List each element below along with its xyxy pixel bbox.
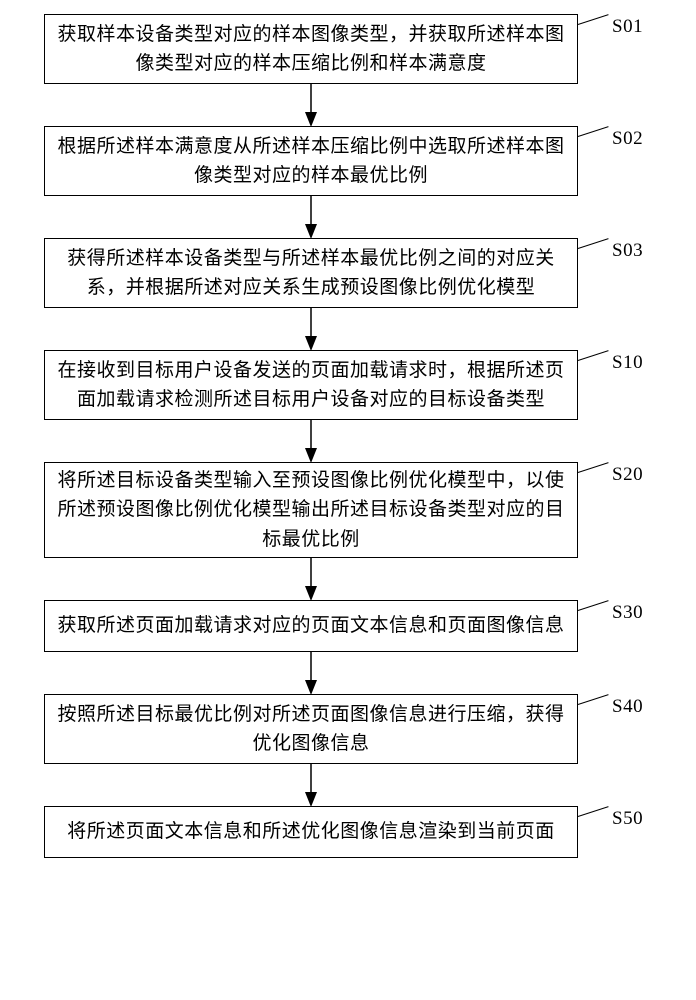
label-tick-icon (578, 350, 609, 361)
flow-node-text: 获得所述样本设备类型与所述样本最优比例之间的对应关系，并根据所述对应关系生成预设… (55, 244, 567, 303)
step-label-s01: S01 (612, 16, 643, 38)
label-tick-icon (578, 14, 609, 25)
step-label-s03: S03 (612, 240, 643, 262)
flow-node-s50: 将所述页面文本信息和所述优化图像信息渲染到当前页面 (44, 806, 578, 858)
label-tick-icon (578, 694, 609, 705)
flow-node-text: 根据所述样本满意度从所述样本压缩比例中选取所述样本图像类型对应的样本最优比例 (55, 132, 567, 191)
step-label-s40: S40 (612, 696, 643, 718)
label-tick-icon (578, 238, 609, 249)
step-label-s10: S10 (612, 352, 643, 374)
flow-node-s40: 按照所述目标最优比例对所述页面图像信息进行压缩，获得优化图像信息 (44, 694, 578, 764)
flow-node-text: 获取所述页面加载请求对应的页面文本信息和页面图像信息 (57, 611, 564, 640)
label-tick-icon (578, 806, 609, 817)
flow-node-text: 获取样本设备类型对应的样本图像类型，并获取所述样本图像类型对应的样本压缩比例和样… (55, 20, 567, 79)
label-tick-icon (578, 126, 609, 137)
flow-node-s20: 将所述目标设备类型输入至预设图像比例优化模型中，以使所述预设图像比例优化模型输出… (44, 462, 578, 558)
step-label-s20: S20 (612, 464, 643, 486)
flow-node-s03: 获得所述样本设备类型与所述样本最优比例之间的对应关系，并根据所述对应关系生成预设… (44, 238, 578, 308)
flow-node-s30: 获取所述页面加载请求对应的页面文本信息和页面图像信息 (44, 600, 578, 652)
flow-node-text: 按照所述目标最优比例对所述页面图像信息进行压缩，获得优化图像信息 (55, 700, 567, 759)
flow-node-text: 将所述目标设备类型输入至预设图像比例优化模型中，以使所述预设图像比例优化模型输出… (55, 466, 567, 554)
step-label-s50: S50 (612, 808, 643, 830)
flowchart-canvas: 获取样本设备类型对应的样本图像类型，并获取所述样本图像类型对应的样本压缩比例和样… (0, 0, 696, 1000)
flow-node-text: 在接收到目标用户设备发送的页面加载请求时，根据所述页面加载请求检测所述目标用户设… (55, 356, 567, 415)
flow-node-s02: 根据所述样本满意度从所述样本压缩比例中选取所述样本图像类型对应的样本最优比例 (44, 126, 578, 196)
flow-node-text: 将所述页面文本信息和所述优化图像信息渲染到当前页面 (67, 817, 555, 846)
flow-node-s01: 获取样本设备类型对应的样本图像类型，并获取所述样本图像类型对应的样本压缩比例和样… (44, 14, 578, 84)
label-tick-icon (578, 600, 609, 611)
flow-node-s10: 在接收到目标用户设备发送的页面加载请求时，根据所述页面加载请求检测所述目标用户设… (44, 350, 578, 420)
step-label-s30: S30 (612, 602, 643, 624)
label-tick-icon (578, 462, 609, 473)
step-label-s02: S02 (612, 128, 643, 150)
